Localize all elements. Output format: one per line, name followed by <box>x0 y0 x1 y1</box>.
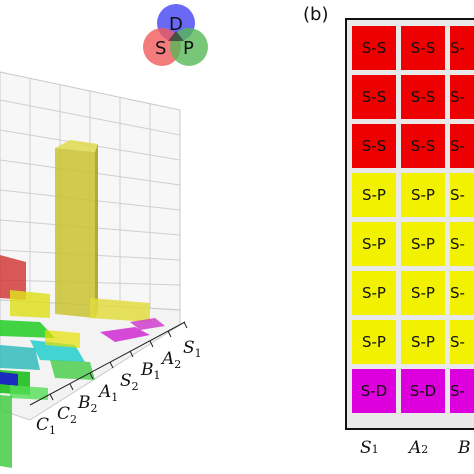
bar-green-2 <box>50 360 95 380</box>
bar-green-1 <box>0 320 55 338</box>
panel-label-b: (b) <box>303 4 329 25</box>
table-cell: S-S <box>401 124 445 168</box>
table-cell: S- <box>450 271 474 315</box>
table-cell: S- <box>450 26 474 70</box>
bar-green-down <box>0 395 12 468</box>
legend-venn: D S P <box>143 4 208 66</box>
bar-blue <box>0 372 18 386</box>
bar-tall-front <box>55 148 95 318</box>
table-cell: S-S <box>352 26 396 70</box>
table-column-label: B <box>458 438 471 458</box>
panel-b-table: S-S S-S S- S-S S-S S- S-S S-S S- S-P S-P S- S-P S-P S-… <box>345 18 474 430</box>
bar-magenta-2 <box>130 318 165 330</box>
table-cell: S-S <box>401 75 445 119</box>
table-cell: S-S <box>401 26 445 70</box>
table-cell: S- <box>450 222 474 266</box>
bar-tall-top <box>55 140 98 152</box>
bar-yellow-low-2 <box>90 298 150 322</box>
bar-yellow-low-1 <box>10 290 50 318</box>
legend-center-triangle <box>168 31 184 41</box>
bar-yellow-front <box>45 330 80 348</box>
table-cell: S-P <box>352 320 396 364</box>
x-tick-label: S1 <box>183 338 202 360</box>
bar-magenta-1 <box>100 327 150 342</box>
table-cell: S-P <box>352 222 396 266</box>
table-cell: S- <box>450 369 474 413</box>
x-tick-label: A2 <box>160 349 181 371</box>
table-cell: S-S <box>352 75 396 119</box>
table-cell: S-P <box>401 271 445 315</box>
table-column-label: A2 <box>409 438 429 458</box>
table-cell: S-P <box>352 271 396 315</box>
table-cell: S-S <box>352 124 396 168</box>
legend-label-s: S <box>155 38 166 59</box>
table-cell: S-P <box>352 173 396 217</box>
table-cell: S-D <box>401 369 445 413</box>
table-column-label: S1 <box>360 438 379 458</box>
x-tick-label: A1 <box>97 382 118 404</box>
x-tick-label: C2 <box>57 404 77 426</box>
table-cell: S-P <box>401 320 445 364</box>
x-tick-label: S2 <box>120 371 139 393</box>
table-cell: S- <box>450 173 474 217</box>
x-tick-label: C1 <box>36 415 56 437</box>
table-cell: S-P <box>401 222 445 266</box>
x-tick-label: B1 <box>140 360 161 382</box>
bar-green-4 <box>10 385 48 400</box>
bar-tall-side <box>95 144 98 318</box>
legend-label-d: D <box>169 14 183 35</box>
table-cell: S- <box>450 320 474 364</box>
table-cell: S- <box>450 75 474 119</box>
table-cell: S- <box>450 124 474 168</box>
bar-cyan-2 <box>0 345 40 370</box>
table-cell: S-P <box>401 173 445 217</box>
table-cell: S-D <box>352 369 396 413</box>
bar-red <box>0 255 26 300</box>
bars-3d <box>0 140 165 468</box>
x-axis <box>29 321 188 406</box>
legend-label-p: P <box>183 38 194 59</box>
x-tick-label: B2 <box>77 393 98 415</box>
